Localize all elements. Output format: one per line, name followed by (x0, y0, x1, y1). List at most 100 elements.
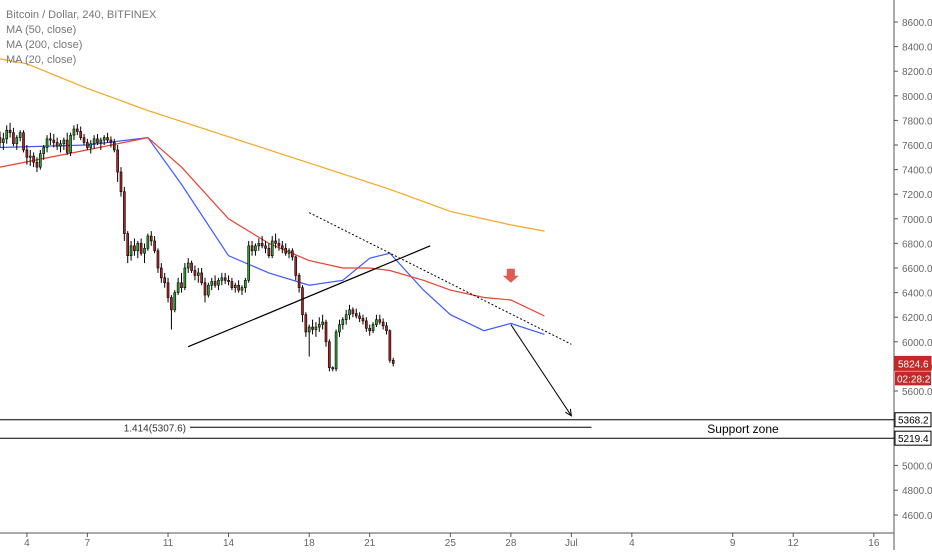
candle-body-up (375, 319, 378, 325)
candle (213, 275, 217, 288)
candle (12, 127, 15, 147)
candle (0, 131, 2, 148)
time-tick-label: 28 (505, 538, 517, 549)
candle-body-up (15, 137, 19, 145)
candle (146, 233, 150, 251)
candle-body-down (149, 235, 153, 242)
candle-body-down (213, 281, 217, 286)
support-upper-badge: 5368.2 (894, 412, 932, 428)
price-axis[interactable]: 8600.0 8400.0 8200.0 8000.0 7800.0 7600.0 7400… (894, 18, 932, 522)
candle (348, 304, 351, 320)
time-tick-label: 21 (364, 538, 376, 549)
time-tick-label: 12 (788, 538, 800, 549)
candle-body-down (378, 319, 382, 323)
candle-body-up (207, 284, 210, 296)
candle-body-up (39, 153, 42, 168)
candle (136, 240, 140, 259)
candle (112, 138, 116, 153)
candle-body-up (314, 326, 318, 330)
price-tick-label: 6400.0 (902, 289, 932, 300)
down-arrow-marker (502, 268, 519, 283)
candle (5, 125, 9, 144)
candle (2, 132, 5, 150)
candle-body-down (368, 327, 372, 332)
candle-body-down (106, 137, 109, 141)
support-lower-badge-text: 5219.4 (898, 434, 929, 445)
candle-body-down (8, 129, 12, 134)
price-tick-label: 7200.0 (902, 190, 932, 201)
countdown-badge-text: 02:28:26 (897, 374, 932, 385)
candle-body-up (210, 281, 214, 286)
candle (170, 295, 173, 330)
candle (163, 272, 166, 288)
candle-body-up (321, 321, 324, 325)
candle-body-down (391, 359, 395, 364)
countdown-badge: 02:28:26 (895, 371, 932, 386)
candle-body-down (82, 137, 86, 143)
moving-averages (0, 58, 545, 335)
support-upper-badge-text: 5368.2 (898, 416, 929, 427)
candle (264, 240, 267, 254)
projection-arrow-head (565, 408, 572, 417)
candle (314, 322, 318, 337)
candle (119, 167, 123, 197)
last-price-badge-text: 5824.6 (898, 359, 929, 370)
candle-body-down (274, 240, 277, 244)
candle-body-down (324, 321, 328, 343)
candle (22, 130, 25, 153)
candle (82, 133, 86, 145)
time-axis[interactable]: 4 7 11 14 18 21 25 28 Jul 4 9 12 16 (24, 533, 880, 549)
candle-body-down (116, 149, 119, 173)
price-tick-label: 5000.0 (902, 461, 932, 472)
candle (207, 282, 210, 298)
candle-body-down (109, 139, 113, 143)
candle (307, 324, 311, 357)
candle-body-up (92, 138, 96, 145)
candle-body-up (220, 277, 224, 281)
candle-body-up (287, 250, 291, 254)
candle-body-up (28, 155, 32, 158)
candle (324, 319, 328, 347)
candle-body-up (102, 137, 106, 141)
candle (42, 145, 46, 160)
candle (25, 145, 29, 165)
candle (28, 149, 32, 166)
time-tick-label: 7 (85, 538, 91, 549)
candle-body-down (126, 233, 130, 256)
candle (267, 243, 271, 259)
price-tick-label: 5600.0 (902, 387, 932, 398)
candle (270, 236, 274, 259)
candle (301, 285, 304, 323)
candle (385, 322, 388, 335)
legend-ma20: MA (20, close) (6, 54, 77, 66)
candle (183, 263, 187, 291)
candle (116, 145, 119, 182)
ma200-line (0, 58, 545, 232)
candle (8, 122, 12, 138)
candle-body-down (153, 240, 156, 252)
candle (52, 133, 56, 148)
price-tick-label: 8200.0 (902, 67, 932, 78)
candle (277, 238, 281, 251)
candle (109, 136, 113, 148)
candle (331, 366, 335, 372)
candle (200, 268, 203, 286)
candle-body-down (277, 243, 281, 247)
price-tick-label: 4600.0 (902, 511, 932, 522)
candle (106, 132, 109, 143)
candle (193, 265, 197, 281)
candle-body-up (143, 248, 146, 254)
candle-body-up (348, 309, 351, 316)
candle-body-down (190, 262, 193, 271)
candle-body-down (86, 142, 89, 148)
candle-body-down (55, 142, 59, 147)
candle (334, 329, 338, 372)
falling-dotted-trendline (308, 212, 572, 345)
candle-body-up (42, 147, 46, 154)
candle (75, 124, 79, 136)
support-zone: Support zone (0, 419, 894, 439)
candle (250, 240, 254, 256)
price-tick-label: 6200.0 (902, 313, 932, 324)
